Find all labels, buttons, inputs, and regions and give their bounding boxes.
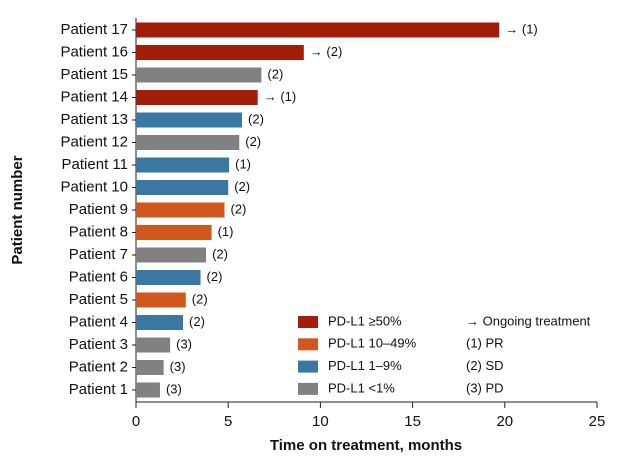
legend-label: PD-L1 ≥50% — [328, 313, 402, 328]
legend-label: PD-L1 <1% — [328, 380, 395, 395]
bar — [136, 360, 164, 375]
y-tick-label: Patient 15 — [60, 66, 128, 83]
annotation: (1) — [218, 224, 234, 239]
bar — [136, 337, 171, 353]
bar — [136, 315, 184, 330]
annotation: (2) — [234, 179, 250, 194]
y-tick-label: Patient 2 — [69, 358, 128, 375]
bar — [136, 22, 500, 38]
y-tick-label: Patient 9 — [69, 201, 128, 218]
bar — [136, 157, 230, 173]
legend-note: → Ongoing treatment — [466, 313, 591, 328]
x-tick-label: 0 — [132, 413, 140, 430]
legend-label: PD-L1 1–9% — [328, 358, 402, 373]
y-axis-label: Patient number — [9, 155, 26, 264]
annotation: (3) — [170, 359, 186, 374]
annotation: (2) — [231, 201, 247, 216]
legend-swatch — [298, 338, 318, 351]
y-tick-label: Patient 6 — [69, 268, 128, 285]
x-tick-label: 20 — [496, 413, 513, 430]
bar — [136, 180, 229, 195]
y-tick-label: Patient 8 — [69, 223, 128, 240]
annotation: (3) — [176, 336, 192, 351]
legend-swatch — [298, 360, 318, 373]
bar — [136, 112, 243, 128]
annotation: (2) — [248, 111, 264, 126]
bar — [136, 45, 304, 60]
y-tick-label: Patient 17 — [60, 21, 128, 38]
bar — [136, 382, 160, 398]
y-tick-label: Patient 3 — [69, 336, 128, 353]
y-tick-label: Patient 4 — [69, 313, 128, 330]
legend-note: (1) PR — [466, 336, 504, 351]
annotation: (2) — [212, 246, 228, 261]
y-tick-label: Patient 14 — [60, 88, 128, 105]
y-tick-label: Patient 5 — [69, 291, 128, 308]
legend-swatch — [298, 382, 318, 395]
annotation: (2) — [207, 269, 223, 284]
annotation: → (2) — [310, 44, 343, 59]
annotation: (1) — [235, 156, 251, 171]
annotation: (2) — [245, 134, 261, 149]
annotation: (2) — [267, 66, 283, 81]
annotation: → (1) — [264, 89, 297, 104]
bar — [136, 135, 240, 150]
bar — [136, 225, 212, 240]
x-axis-label: Time on treatment, months — [270, 437, 462, 454]
legend-note: (2) SD — [466, 358, 504, 373]
legend-swatch — [298, 316, 318, 328]
y-tick-label: Patient 13 — [60, 111, 128, 128]
bar — [136, 202, 225, 218]
bar — [136, 292, 186, 308]
legend-label: PD-L1 10–49% — [328, 336, 417, 351]
annotation: (2) — [189, 314, 205, 329]
y-tick-label: Patient 7 — [69, 246, 128, 263]
bar — [136, 247, 207, 263]
x-tick-label: 15 — [404, 413, 421, 430]
annotation: → (1) — [505, 21, 538, 36]
y-tick-label: Patient 12 — [60, 133, 128, 150]
x-tick-label: 5 — [224, 413, 232, 430]
x-tick-label: 10 — [312, 413, 329, 430]
annotation: (3) — [166, 381, 182, 396]
bar — [136, 90, 258, 105]
y-tick-label: Patient 10 — [60, 178, 128, 195]
x-tick-label: 25 — [589, 413, 606, 430]
bar — [136, 270, 201, 285]
y-tick-label: Patient 11 — [62, 156, 128, 173]
y-tick-label: Patient 16 — [60, 43, 128, 60]
bar — [136, 67, 262, 83]
legend-note: (3) PD — [466, 380, 504, 395]
annotation: (2) — [192, 291, 208, 306]
y-tick-label: Patient 1 — [69, 381, 128, 398]
